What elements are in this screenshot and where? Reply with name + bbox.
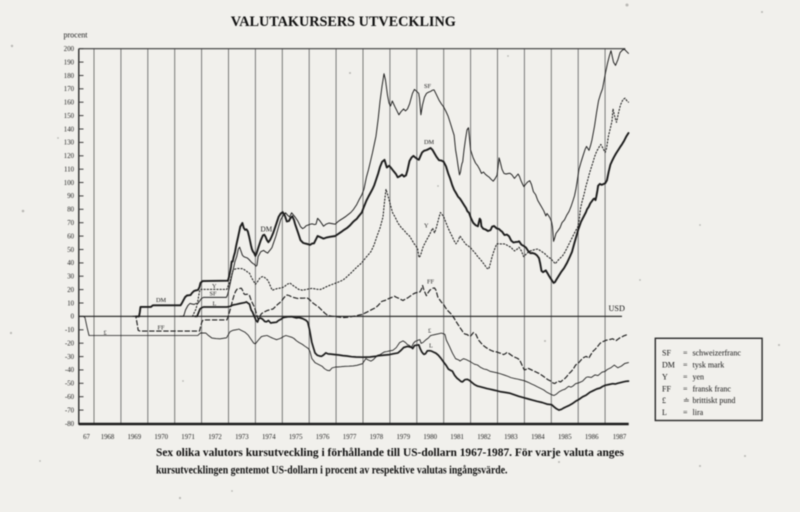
svg-text:SF: SF <box>210 291 218 298</box>
svg-text:180: 180 <box>64 73 75 80</box>
svg-text:60: 60 <box>67 233 74 240</box>
svg-text:Y: Y <box>662 372 668 381</box>
svg-text:90: 90 <box>67 193 74 200</box>
svg-text:1984: 1984 <box>531 434 545 441</box>
svg-text:1987: 1987 <box>613 434 627 441</box>
svg-text:1983: 1983 <box>504 434 518 441</box>
svg-text:≐: ≐ <box>683 396 690 405</box>
svg-text:1986: 1986 <box>585 434 599 441</box>
svg-text:-70: -70 <box>65 407 75 414</box>
svg-text:-40: -40 <box>65 367 75 374</box>
svg-text:67: 67 <box>83 434 90 441</box>
svg-text:1979: 1979 <box>397 434 411 441</box>
svg-text:Y: Y <box>424 223 429 230</box>
svg-text:100: 100 <box>64 180 75 187</box>
svg-text:DM: DM <box>156 297 167 304</box>
svg-text:10: 10 <box>67 300 74 307</box>
svg-text:fransk franc: fransk franc <box>693 384 732 393</box>
svg-text:1971: 1971 <box>181 434 195 441</box>
svg-text:1975: 1975 <box>289 434 303 441</box>
svg-text:kursutvecklingen gentemot US-d: kursutvecklingen gentemot US-dollarn i p… <box>156 465 508 477</box>
svg-text:140: 140 <box>64 126 75 133</box>
svg-text:1969: 1969 <box>128 434 142 441</box>
svg-text:1976: 1976 <box>316 434 330 441</box>
svg-text:-30: -30 <box>65 354 75 361</box>
svg-text:-20: -20 <box>65 341 75 348</box>
svg-text:L: L <box>662 408 667 417</box>
svg-text:110: 110 <box>64 167 75 174</box>
svg-text:1968: 1968 <box>101 434 115 441</box>
svg-text:1978: 1978 <box>370 434 384 441</box>
svg-text:70: 70 <box>67 220 74 227</box>
svg-text:50: 50 <box>67 247 74 254</box>
svg-text:1982: 1982 <box>477 434 491 441</box>
svg-text:SF: SF <box>662 349 671 358</box>
svg-text:procent: procent <box>64 31 89 40</box>
svg-text:Sex olika valutors kursutveckl: Sex olika valutors kursutveckling i förh… <box>156 447 625 459</box>
svg-text:=: = <box>683 408 688 417</box>
svg-text:FF: FF <box>662 384 671 393</box>
svg-text:L: L <box>213 301 217 308</box>
svg-text:1970: 1970 <box>154 434 168 441</box>
svg-text:40: 40 <box>67 260 74 267</box>
svg-text:VALUTAKURSERS UTVECKLING: VALUTAKURSERS UTVECKLING <box>231 13 456 30</box>
svg-text:1981: 1981 <box>450 434 464 441</box>
svg-text:FF: FF <box>158 325 166 332</box>
svg-text:1977: 1977 <box>343 434 357 441</box>
svg-text:1985: 1985 <box>558 434 572 441</box>
svg-text:=: = <box>683 361 688 370</box>
svg-text:£: £ <box>428 328 431 335</box>
svg-text:1972: 1972 <box>208 434 222 441</box>
svg-text:80: 80 <box>67 207 74 214</box>
svg-text:170: 170 <box>64 86 75 93</box>
svg-text:=: = <box>683 349 688 358</box>
svg-text:£: £ <box>104 330 107 337</box>
svg-text:DM: DM <box>261 226 273 234</box>
svg-text:schweizerfranc: schweizerfranc <box>693 349 742 358</box>
svg-text:L: L <box>429 343 433 350</box>
svg-text:1974: 1974 <box>262 434 276 441</box>
svg-text:130: 130 <box>64 140 75 147</box>
svg-text:1980: 1980 <box>423 434 437 441</box>
svg-text:-50: -50 <box>65 381 75 388</box>
svg-text:200: 200 <box>64 46 75 53</box>
svg-text:160: 160 <box>64 100 75 107</box>
svg-text:30: 30 <box>67 274 74 281</box>
svg-text:DM: DM <box>424 139 435 146</box>
svg-text:=: = <box>683 372 688 381</box>
svg-text:USD: USD <box>609 304 625 313</box>
svg-text:150: 150 <box>64 113 75 120</box>
svg-text:=: = <box>683 384 688 393</box>
svg-text:20: 20 <box>67 287 74 294</box>
svg-text:lira: lira <box>693 408 704 417</box>
svg-text:0: 0 <box>71 314 75 321</box>
svg-text:tysk mark: tysk mark <box>693 361 725 370</box>
svg-text:£: £ <box>662 396 666 405</box>
svg-text:SF: SF <box>424 83 432 90</box>
svg-text:190: 190 <box>64 59 75 66</box>
svg-text:-10: -10 <box>65 327 75 334</box>
svg-text:FF: FF <box>427 279 435 286</box>
svg-text:-60: -60 <box>65 394 75 401</box>
svg-text:DM: DM <box>662 361 675 370</box>
svg-text:yen: yen <box>693 372 705 381</box>
svg-text:brittiskt pund: brittiskt pund <box>693 396 736 405</box>
svg-text:Y: Y <box>212 283 217 290</box>
svg-text:-80: -80 <box>65 421 75 428</box>
svg-text:120: 120 <box>64 153 75 160</box>
svg-text:1973: 1973 <box>235 434 249 441</box>
